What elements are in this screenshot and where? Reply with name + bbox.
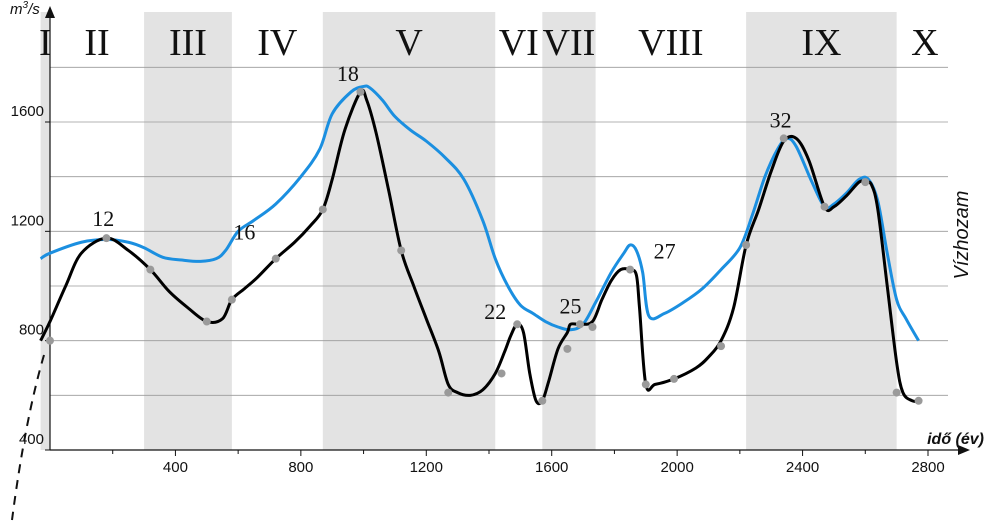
period-label: IX [801, 22, 841, 64]
unit-tail: /s [27, 1, 40, 18]
data-point [914, 396, 923, 405]
series-lines [39, 84, 920, 406]
data-point [861, 178, 870, 187]
period-label: I [39, 22, 52, 64]
period-label: VIII [638, 22, 703, 64]
period-label: VI [499, 22, 539, 64]
unit-base: m [10, 1, 23, 18]
data-point [670, 374, 679, 383]
side-axis-title: Vízhozam [951, 191, 973, 280]
data-point [318, 205, 327, 214]
data-point [202, 317, 211, 326]
data-point [271, 254, 280, 263]
y-tick-label: 800 [19, 322, 44, 339]
data-point [626, 265, 635, 274]
data-point [444, 388, 453, 397]
grid-lines [50, 66, 948, 396]
data-point [588, 323, 597, 331]
x-axis-title: idő (év) [927, 431, 984, 448]
series-line-black [39, 88, 919, 406]
data-point [575, 320, 584, 329]
period-label: IV [257, 22, 298, 64]
data-point [779, 134, 788, 143]
data-point [563, 344, 572, 353]
period-label: V [395, 22, 423, 64]
period-label: X [911, 22, 938, 64]
x-tick-label: 2000 [660, 459, 693, 476]
data-point [146, 265, 155, 274]
data-point [497, 369, 506, 378]
unit-sup: 3 [23, 0, 29, 11]
y-tick-label: 1600 [11, 103, 44, 120]
annotation-label: 25 [560, 293, 582, 318]
x-tick-label: 2400 [786, 459, 819, 476]
period-label: II [84, 22, 109, 64]
annotation-label: 32 [770, 107, 792, 132]
data-point [742, 241, 751, 249]
annotation-label: 22 [484, 299, 506, 324]
x-tick-label: 1600 [535, 459, 568, 476]
x-axis-arrow [958, 445, 970, 455]
y-tick-label: 1200 [11, 212, 44, 229]
annotation-label: 27 [654, 239, 676, 264]
data-point [538, 396, 547, 405]
annotation-label: 12 [92, 206, 114, 231]
data-point [641, 380, 650, 389]
data-point [102, 234, 111, 243]
annotation-label: 16 [233, 220, 255, 245]
annotation-label: 18 [337, 61, 359, 86]
data-point [513, 320, 522, 329]
x-tick-label: 2800 [911, 459, 944, 476]
series-line-blue [39, 84, 920, 342]
x-tick-label: 400 [163, 459, 188, 476]
data-point [892, 388, 901, 397]
axis-extension-dashed [11, 354, 45, 521]
y-unit-label: m3/s [10, 0, 40, 18]
data-point [46, 336, 54, 345]
data-point [397, 246, 406, 255]
x-tick-label: 800 [288, 459, 313, 476]
period-label: III [169, 22, 207, 64]
period-label: VII [543, 22, 596, 64]
x-tick-label: 1200 [410, 459, 443, 476]
data-point [717, 342, 726, 351]
data-point [356, 87, 365, 96]
data-points [46, 87, 923, 405]
y-axis-arrow [45, 6, 55, 18]
data-point [820, 202, 829, 211]
axes [11, 6, 970, 521]
y-tick-label: 400 [19, 431, 44, 448]
data-point [227, 295, 236, 304]
